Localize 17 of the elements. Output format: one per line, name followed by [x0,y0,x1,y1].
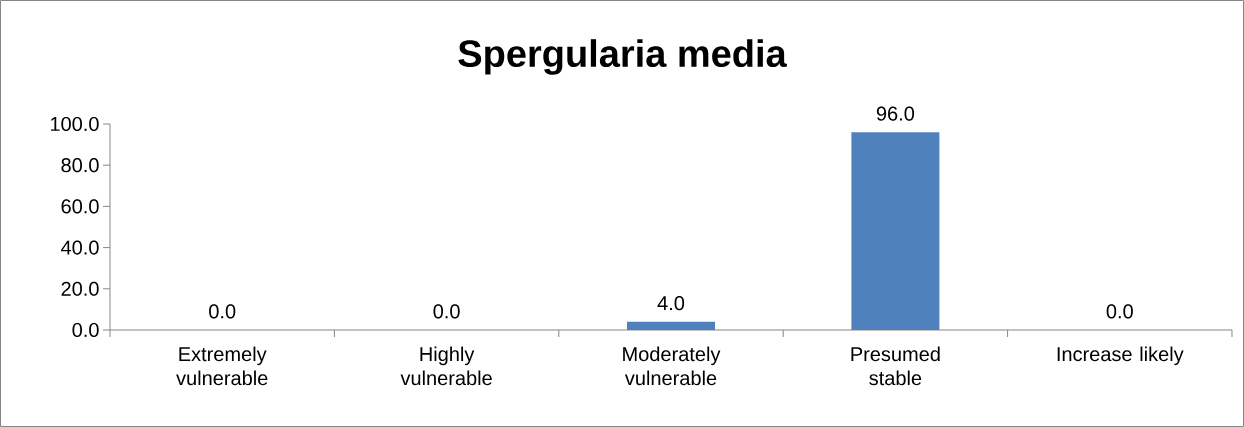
x-tick-label: Increase likely [1057,346,1184,366]
y-tick-label: 40.0 [61,240,99,255]
y-tick-label: 80.0 [61,158,99,173]
data-label: 96.0 [876,106,915,121]
data-label: 0.0 [1106,304,1133,319]
x-tick-label: Presumed stable [851,346,940,386]
y-tick-label: 0.0 [72,322,99,338]
y-tick-label: 100.0 [50,116,99,132]
x-tick-label: Extremely vulnerable [176,346,268,386]
x-tick-label: Moderately vulnerable [623,346,721,386]
data-label: 0.0 [433,304,460,319]
chart-title: Spergularia media [458,39,787,75]
y-tick-label: 60.0 [61,199,99,214]
data-label: 0.0 [209,304,236,319]
x-tick-label: Highly vulnerable [400,346,492,386]
y-tick-label: 20.0 [61,281,99,296]
data-label: 4.0 [657,296,685,311]
